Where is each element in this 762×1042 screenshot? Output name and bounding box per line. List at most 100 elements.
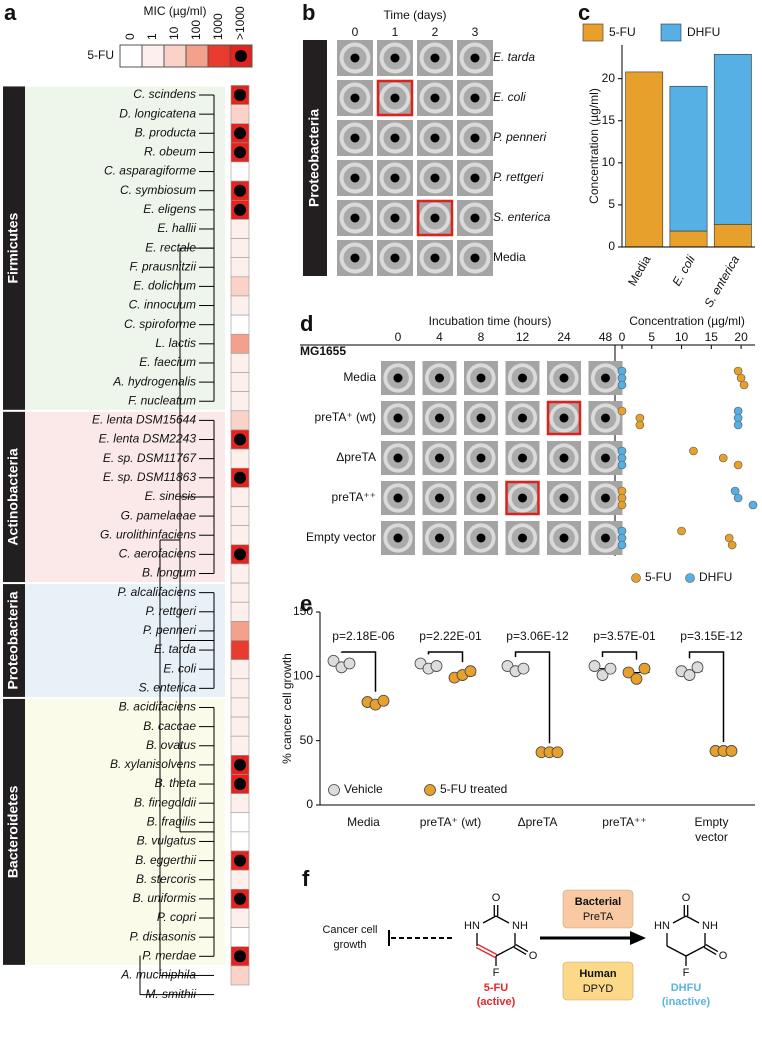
taxon-name: L. lactis [155,336,196,350]
heat-cell [230,793,250,814]
legend-label: 5-FU [645,570,672,584]
time-label: 4 [436,330,443,344]
bond [666,945,687,957]
disc [435,413,444,423]
atom-label: O [529,950,538,962]
legend-dot [685,573,695,583]
disc [390,173,400,183]
group-label: Proteobacteria [5,591,21,689]
strain-title: MG1655 [300,344,346,358]
disc [390,253,400,263]
growth-point [588,660,601,672]
disc [393,413,403,423]
heat-cell [230,659,250,680]
legend-cell [119,44,143,68]
bond [515,943,529,953]
disc [470,253,480,263]
legend-level: 0 [123,33,137,40]
disc [430,213,440,223]
heat-cell [230,812,250,833]
taxon-name: M. smithii [145,987,196,1001]
disc [470,53,480,63]
disc [430,253,440,263]
disc [430,93,440,103]
x-tick-label: preTA⁺ (wt) [420,815,481,829]
heat-cell [230,678,250,699]
enzyme-name: DPYD [583,983,614,995]
heat-dot [234,89,246,101]
time-label: 8 [478,330,485,344]
taxon-name: F. prausnitzii [130,259,197,273]
heat-cell [230,831,250,852]
disc [518,533,527,543]
disc [476,373,486,383]
bar-segment [713,223,752,248]
growth-point [596,669,609,681]
group-bar [3,86,25,410]
taxon-name: C. aerofaciens [119,547,196,561]
group-label: Bacteroidetes [5,785,21,878]
heat-dot [234,854,246,867]
disc [518,493,527,503]
heat-dot [234,892,246,905]
taxon-name: B. producta [135,125,197,139]
heat-cell [230,869,250,890]
x-tick-label: 20 [734,330,748,344]
disc [393,453,403,463]
conc-point [727,540,737,550]
taxon-name: P. penneri [143,623,196,637]
disc [350,173,360,183]
legend-cell [185,44,209,68]
taxon-name: B. ovatus [146,738,196,752]
heat-cell [230,697,250,718]
taxon-name: B. xylanisolvens [110,757,196,771]
disc [350,53,360,63]
taxon-name: E. sp. DSM11863 [103,470,196,484]
time-label: 1 [392,25,399,39]
taxon-name: C. innocuum [129,298,196,312]
time-label: 24 [557,330,571,344]
heat-cell [230,525,250,546]
heat-cell [230,716,250,737]
disc [601,533,610,543]
legend-level: >1000 [233,6,247,40]
heat-cell [230,735,250,756]
legend-title: MIC (µg/ml) [144,4,207,18]
legend-cell [207,44,231,68]
taxon-name: P. distasonis [130,929,197,943]
legend-label: 5-FU [609,25,636,39]
axis-title: Concentration (µg/ml) [629,314,745,328]
growth-point [551,746,564,759]
heat-cell [230,621,250,641]
taxon-name: C. spiroforme [124,317,196,331]
taxon-name: B. uniformis [133,891,196,905]
compound-state: (active) [477,996,516,1008]
disc [350,133,360,143]
taxon-name: G. pamelaeae [121,508,197,522]
disc [435,453,444,463]
taxon-name: B. fragilis [147,814,196,828]
heat-cell [230,104,250,125]
panel-letter: a [4,0,17,25]
taxon-name: E. sinesis [145,489,196,503]
heat-cell [230,601,250,622]
bond [477,943,498,956]
taxon-name: E. faecium [139,355,196,369]
y-tick-label: 15 [602,113,616,127]
outcome-label: Cancer cell [322,924,377,936]
disc [435,493,444,503]
taxon-name: E. hallii [157,221,196,235]
heat-cell [230,295,250,316]
heat-dot [234,184,246,197]
compound-state: (inactive) [662,996,711,1008]
highlight-box [546,400,582,436]
strain-label: E. tarda [493,50,535,64]
heat-cell [230,353,250,373]
disc [476,413,486,423]
strain-label: Media [343,370,376,384]
conc-point [689,446,698,456]
group-bar [303,40,327,276]
heat-cell [230,276,250,297]
growth-point [430,660,443,672]
strain-label: Media [493,250,526,264]
